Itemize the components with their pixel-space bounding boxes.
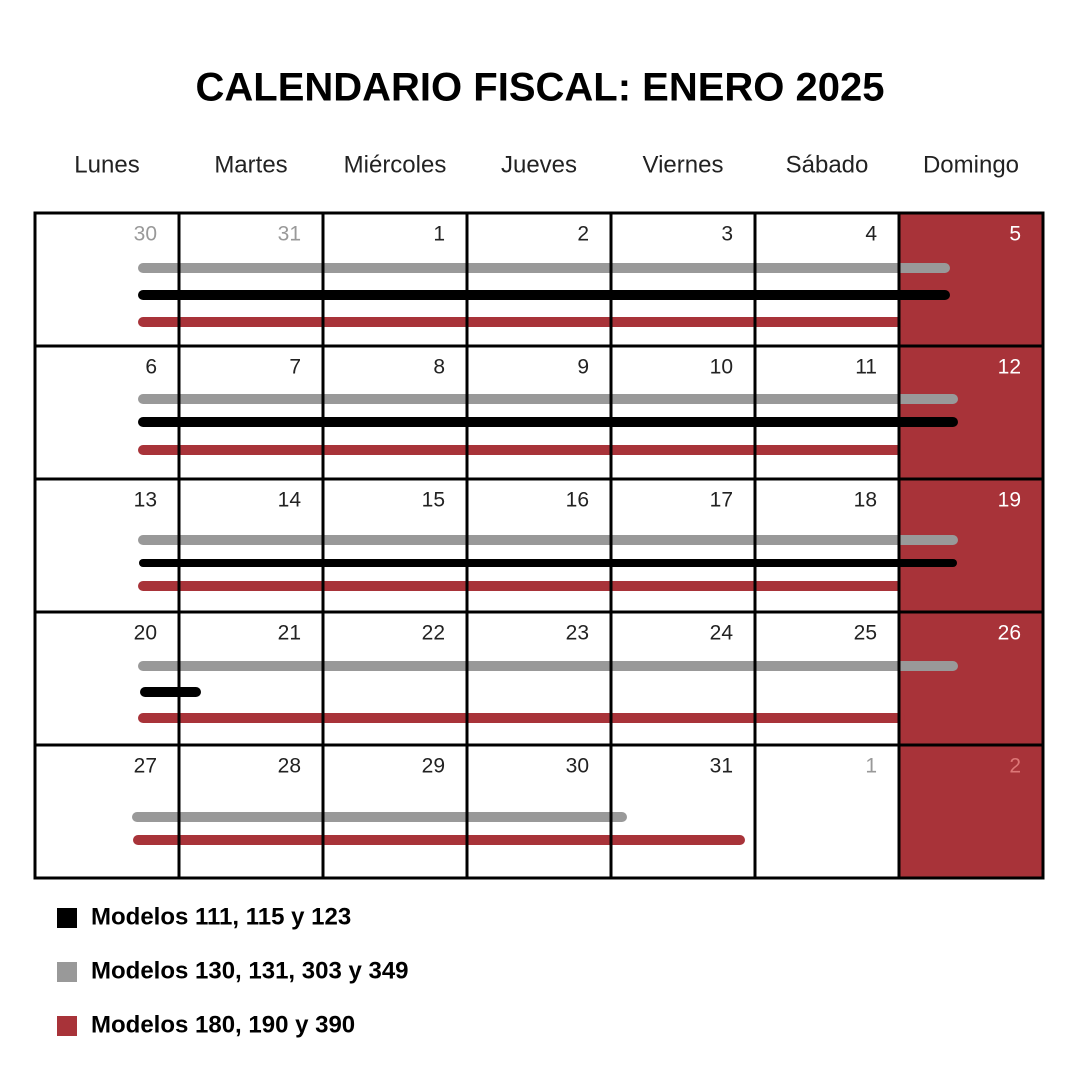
legend-swatch: [57, 962, 77, 982]
grid-lines: [33, 211, 1045, 880]
day-number: 6: [145, 356, 157, 379]
day-number: 4: [865, 223, 877, 246]
day-number: 19: [998, 489, 1021, 512]
sunday-cell: [899, 479, 1043, 612]
day-number: 14: [278, 489, 302, 512]
legend-swatch: [57, 1016, 77, 1036]
day-number: 22: [422, 622, 445, 645]
day-number: 3: [721, 223, 733, 246]
day-number: 16: [566, 489, 589, 512]
day-number: 2: [577, 223, 589, 246]
day-number: 31: [278, 223, 301, 246]
day-number: 27: [134, 755, 157, 778]
day-number: 24: [710, 622, 734, 645]
day-number: 30: [134, 223, 157, 246]
weekday: Martes: [214, 151, 287, 178]
weekday: Lunes: [74, 151, 139, 178]
day-number: 26: [998, 622, 1021, 645]
weekday: Viernes: [643, 151, 724, 178]
day-number: 21: [278, 622, 301, 645]
day-number: 23: [566, 622, 589, 645]
day-number: 25: [854, 622, 877, 645]
day-number: 9: [577, 356, 589, 379]
day-number: 15: [422, 489, 445, 512]
legend-label: Modelos 180, 190 y 390: [91, 1011, 355, 1038]
sunday-cell: [899, 346, 1043, 479]
day-number: 30: [566, 755, 589, 778]
day-number: 17: [710, 489, 733, 512]
day-number: 28: [278, 755, 301, 778]
weekday: Jueves: [501, 151, 577, 178]
day-number: 13: [134, 489, 157, 512]
sunday-cell: [899, 745, 1043, 878]
day-number: 11: [855, 356, 877, 379]
day-number: 1: [433, 223, 445, 246]
legend: Modelos 111, 115 y 123 Modelos 130, 131,…: [57, 903, 409, 1038]
legend-swatch: [57, 908, 77, 928]
legend-label: Modelos 111, 115 y 123: [91, 903, 351, 930]
weekday: Miércoles: [344, 151, 447, 178]
day-number: 12: [998, 356, 1021, 379]
weekday: Domingo: [923, 151, 1019, 178]
day-number: 20: [134, 622, 157, 645]
day-number: 18: [854, 489, 877, 512]
day-number: 10: [710, 356, 733, 379]
day-number: 31: [710, 755, 733, 778]
day-number: 7: [289, 356, 301, 379]
deadline-bars: [132, 263, 958, 845]
day-number: 29: [422, 755, 445, 778]
weekday: Sábado: [786, 151, 869, 178]
day-number: 5: [1009, 223, 1021, 246]
legend-label: Modelos 130, 131, 303 y 349: [91, 957, 409, 984]
day-number: 2: [1009, 755, 1021, 778]
day-number: 8: [433, 356, 445, 379]
sunday-cell: [899, 612, 1043, 745]
day-number: 1: [865, 755, 877, 778]
title: CALENDARIO FISCAL: ENERO 2025: [196, 66, 885, 110]
sunday-cell: [899, 213, 1043, 346]
